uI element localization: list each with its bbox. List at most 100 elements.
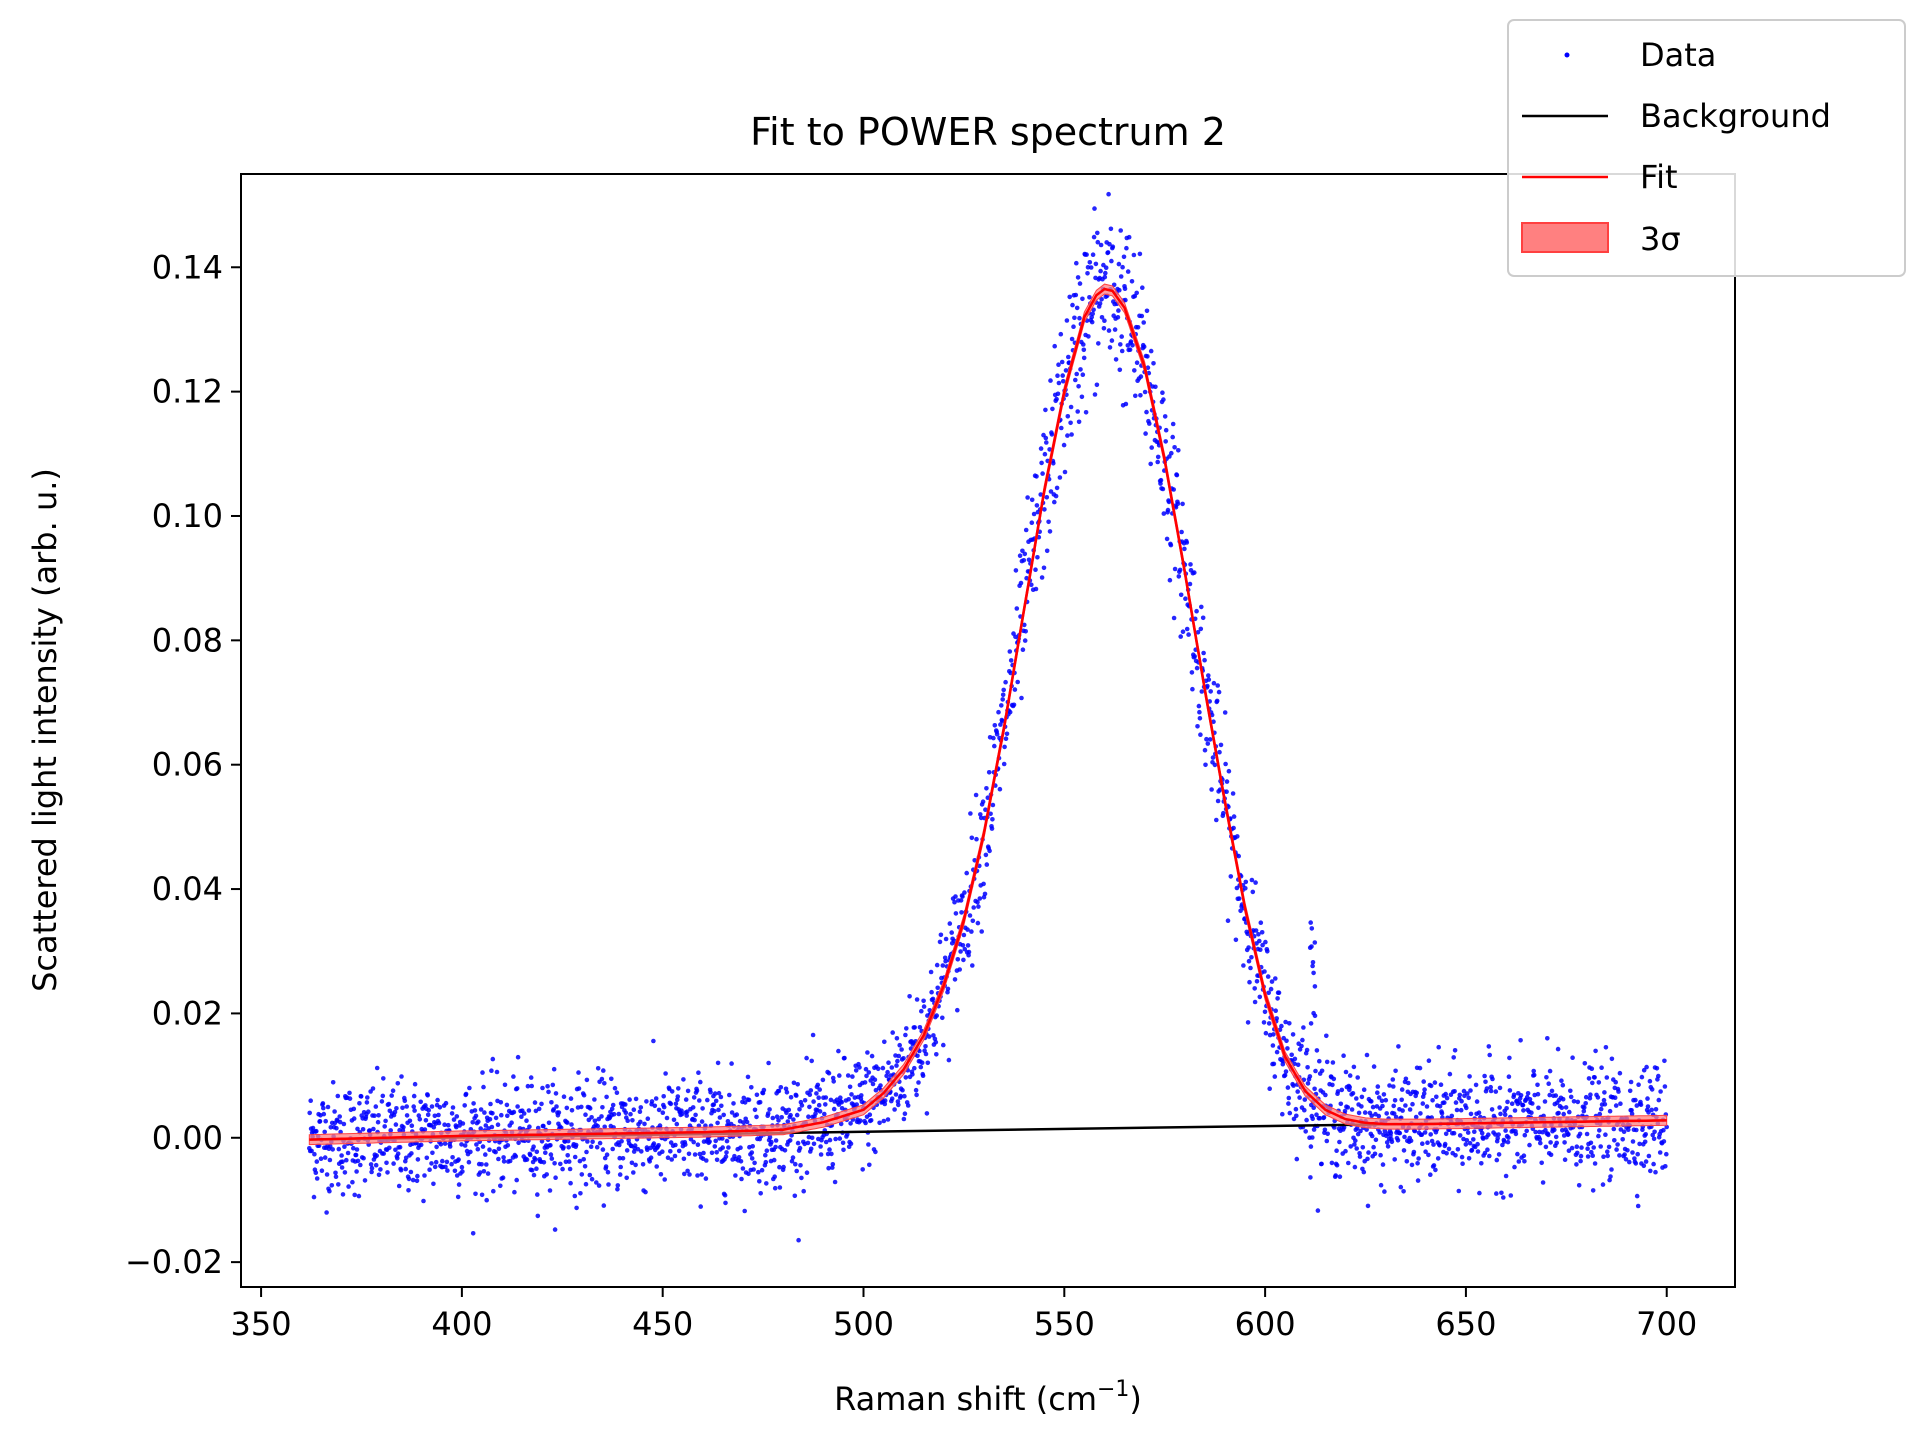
data-point bbox=[1319, 1068, 1325, 1074]
data-point bbox=[1019, 695, 1024, 701]
data-point bbox=[1130, 343, 1135, 348]
data-point bbox=[1245, 1020, 1251, 1025]
data-point bbox=[749, 1156, 755, 1161]
y-tick-label: 0.08 bbox=[152, 621, 223, 659]
data-point bbox=[705, 1097, 710, 1103]
data-point bbox=[376, 1172, 382, 1178]
data-point bbox=[321, 1105, 326, 1111]
data-point bbox=[543, 1150, 548, 1155]
y-tick-label: −0.02 bbox=[125, 1243, 223, 1281]
data-point bbox=[1531, 1068, 1536, 1074]
data-point bbox=[787, 1138, 793, 1143]
data-point bbox=[337, 1119, 343, 1125]
data-point bbox=[1074, 305, 1080, 311]
data-point bbox=[421, 1198, 426, 1204]
data-point bbox=[912, 1025, 917, 1030]
data-point bbox=[839, 1100, 844, 1105]
data-point bbox=[1324, 1059, 1330, 1065]
data-point bbox=[398, 1167, 404, 1173]
data-point bbox=[1088, 265, 1094, 270]
data-point bbox=[1503, 1173, 1509, 1179]
data-point bbox=[1054, 396, 1059, 402]
data-point bbox=[1202, 747, 1208, 753]
data-point bbox=[1374, 1104, 1380, 1109]
data-point bbox=[1482, 1073, 1487, 1079]
data-point bbox=[853, 1068, 859, 1073]
data-point bbox=[919, 1060, 925, 1065]
data-point bbox=[1215, 683, 1220, 688]
data-point bbox=[1527, 1142, 1532, 1148]
data-point bbox=[390, 1088, 396, 1093]
data-point bbox=[1505, 1139, 1511, 1145]
data-point bbox=[729, 1110, 735, 1115]
data-point bbox=[1048, 378, 1053, 383]
data-point bbox=[658, 1172, 664, 1177]
data-point bbox=[417, 1117, 423, 1122]
data-point bbox=[676, 1148, 682, 1154]
data-point bbox=[1305, 1081, 1311, 1086]
data-point bbox=[600, 1105, 605, 1110]
fit-curve bbox=[309, 287, 1667, 1141]
data-point bbox=[1643, 1159, 1649, 1164]
data-point bbox=[1252, 986, 1257, 991]
data-point bbox=[1117, 367, 1123, 373]
data-point bbox=[724, 1138, 730, 1144]
data-point bbox=[1535, 1082, 1540, 1088]
data-point bbox=[873, 1149, 878, 1155]
data-point bbox=[1348, 1144, 1353, 1149]
data-point bbox=[549, 1156, 555, 1161]
data-point bbox=[1623, 1157, 1629, 1162]
data-point bbox=[807, 1092, 813, 1097]
data-point bbox=[799, 1175, 804, 1181]
data-point bbox=[332, 1109, 337, 1114]
data-point bbox=[1399, 1097, 1404, 1103]
data-point bbox=[1420, 1101, 1426, 1106]
data-point bbox=[1522, 1159, 1527, 1164]
data-point bbox=[394, 1106, 399, 1111]
data-point bbox=[1043, 407, 1048, 413]
data-point bbox=[1042, 451, 1048, 457]
data-point bbox=[496, 1146, 502, 1152]
data-point bbox=[1212, 762, 1218, 768]
data-point bbox=[1052, 499, 1057, 505]
data-point bbox=[552, 1227, 558, 1232]
data-point bbox=[357, 1101, 362, 1106]
data-point bbox=[757, 1179, 762, 1184]
x-tick-label: 550 bbox=[1034, 1305, 1095, 1343]
data-point bbox=[848, 1121, 853, 1126]
data-point bbox=[1102, 318, 1107, 324]
data-point bbox=[1118, 342, 1123, 347]
data-point bbox=[1502, 1112, 1508, 1117]
data-point bbox=[1654, 1066, 1660, 1071]
data-point bbox=[1022, 638, 1028, 643]
data-point bbox=[997, 786, 1003, 792]
data-point bbox=[947, 921, 953, 926]
data-point bbox=[1482, 1150, 1488, 1156]
data-point bbox=[1116, 261, 1122, 267]
data-point bbox=[399, 1074, 404, 1079]
data-point bbox=[1056, 380, 1062, 386]
data-point bbox=[380, 1093, 386, 1099]
data-point bbox=[901, 1116, 907, 1122]
data-point bbox=[1325, 1131, 1330, 1137]
data-point bbox=[501, 1155, 506, 1160]
data-point bbox=[1466, 1156, 1472, 1161]
data-point bbox=[454, 1173, 460, 1178]
data-point bbox=[1618, 1127, 1624, 1132]
data-point bbox=[1090, 252, 1096, 257]
data-point bbox=[601, 1203, 607, 1208]
data-point bbox=[615, 1183, 621, 1188]
data-point bbox=[1389, 1139, 1395, 1145]
data-point bbox=[1290, 1032, 1296, 1037]
data-point bbox=[1469, 1147, 1475, 1153]
data-point bbox=[1560, 1082, 1566, 1088]
data-point bbox=[763, 1152, 768, 1158]
data-point bbox=[1044, 548, 1050, 554]
data-point bbox=[1404, 1159, 1410, 1164]
data-point bbox=[1615, 1142, 1620, 1147]
data-point bbox=[782, 1148, 788, 1153]
data-point bbox=[715, 1120, 720, 1126]
data-point bbox=[1376, 1095, 1382, 1100]
data-point bbox=[1323, 1092, 1328, 1098]
data-point bbox=[842, 1055, 847, 1061]
